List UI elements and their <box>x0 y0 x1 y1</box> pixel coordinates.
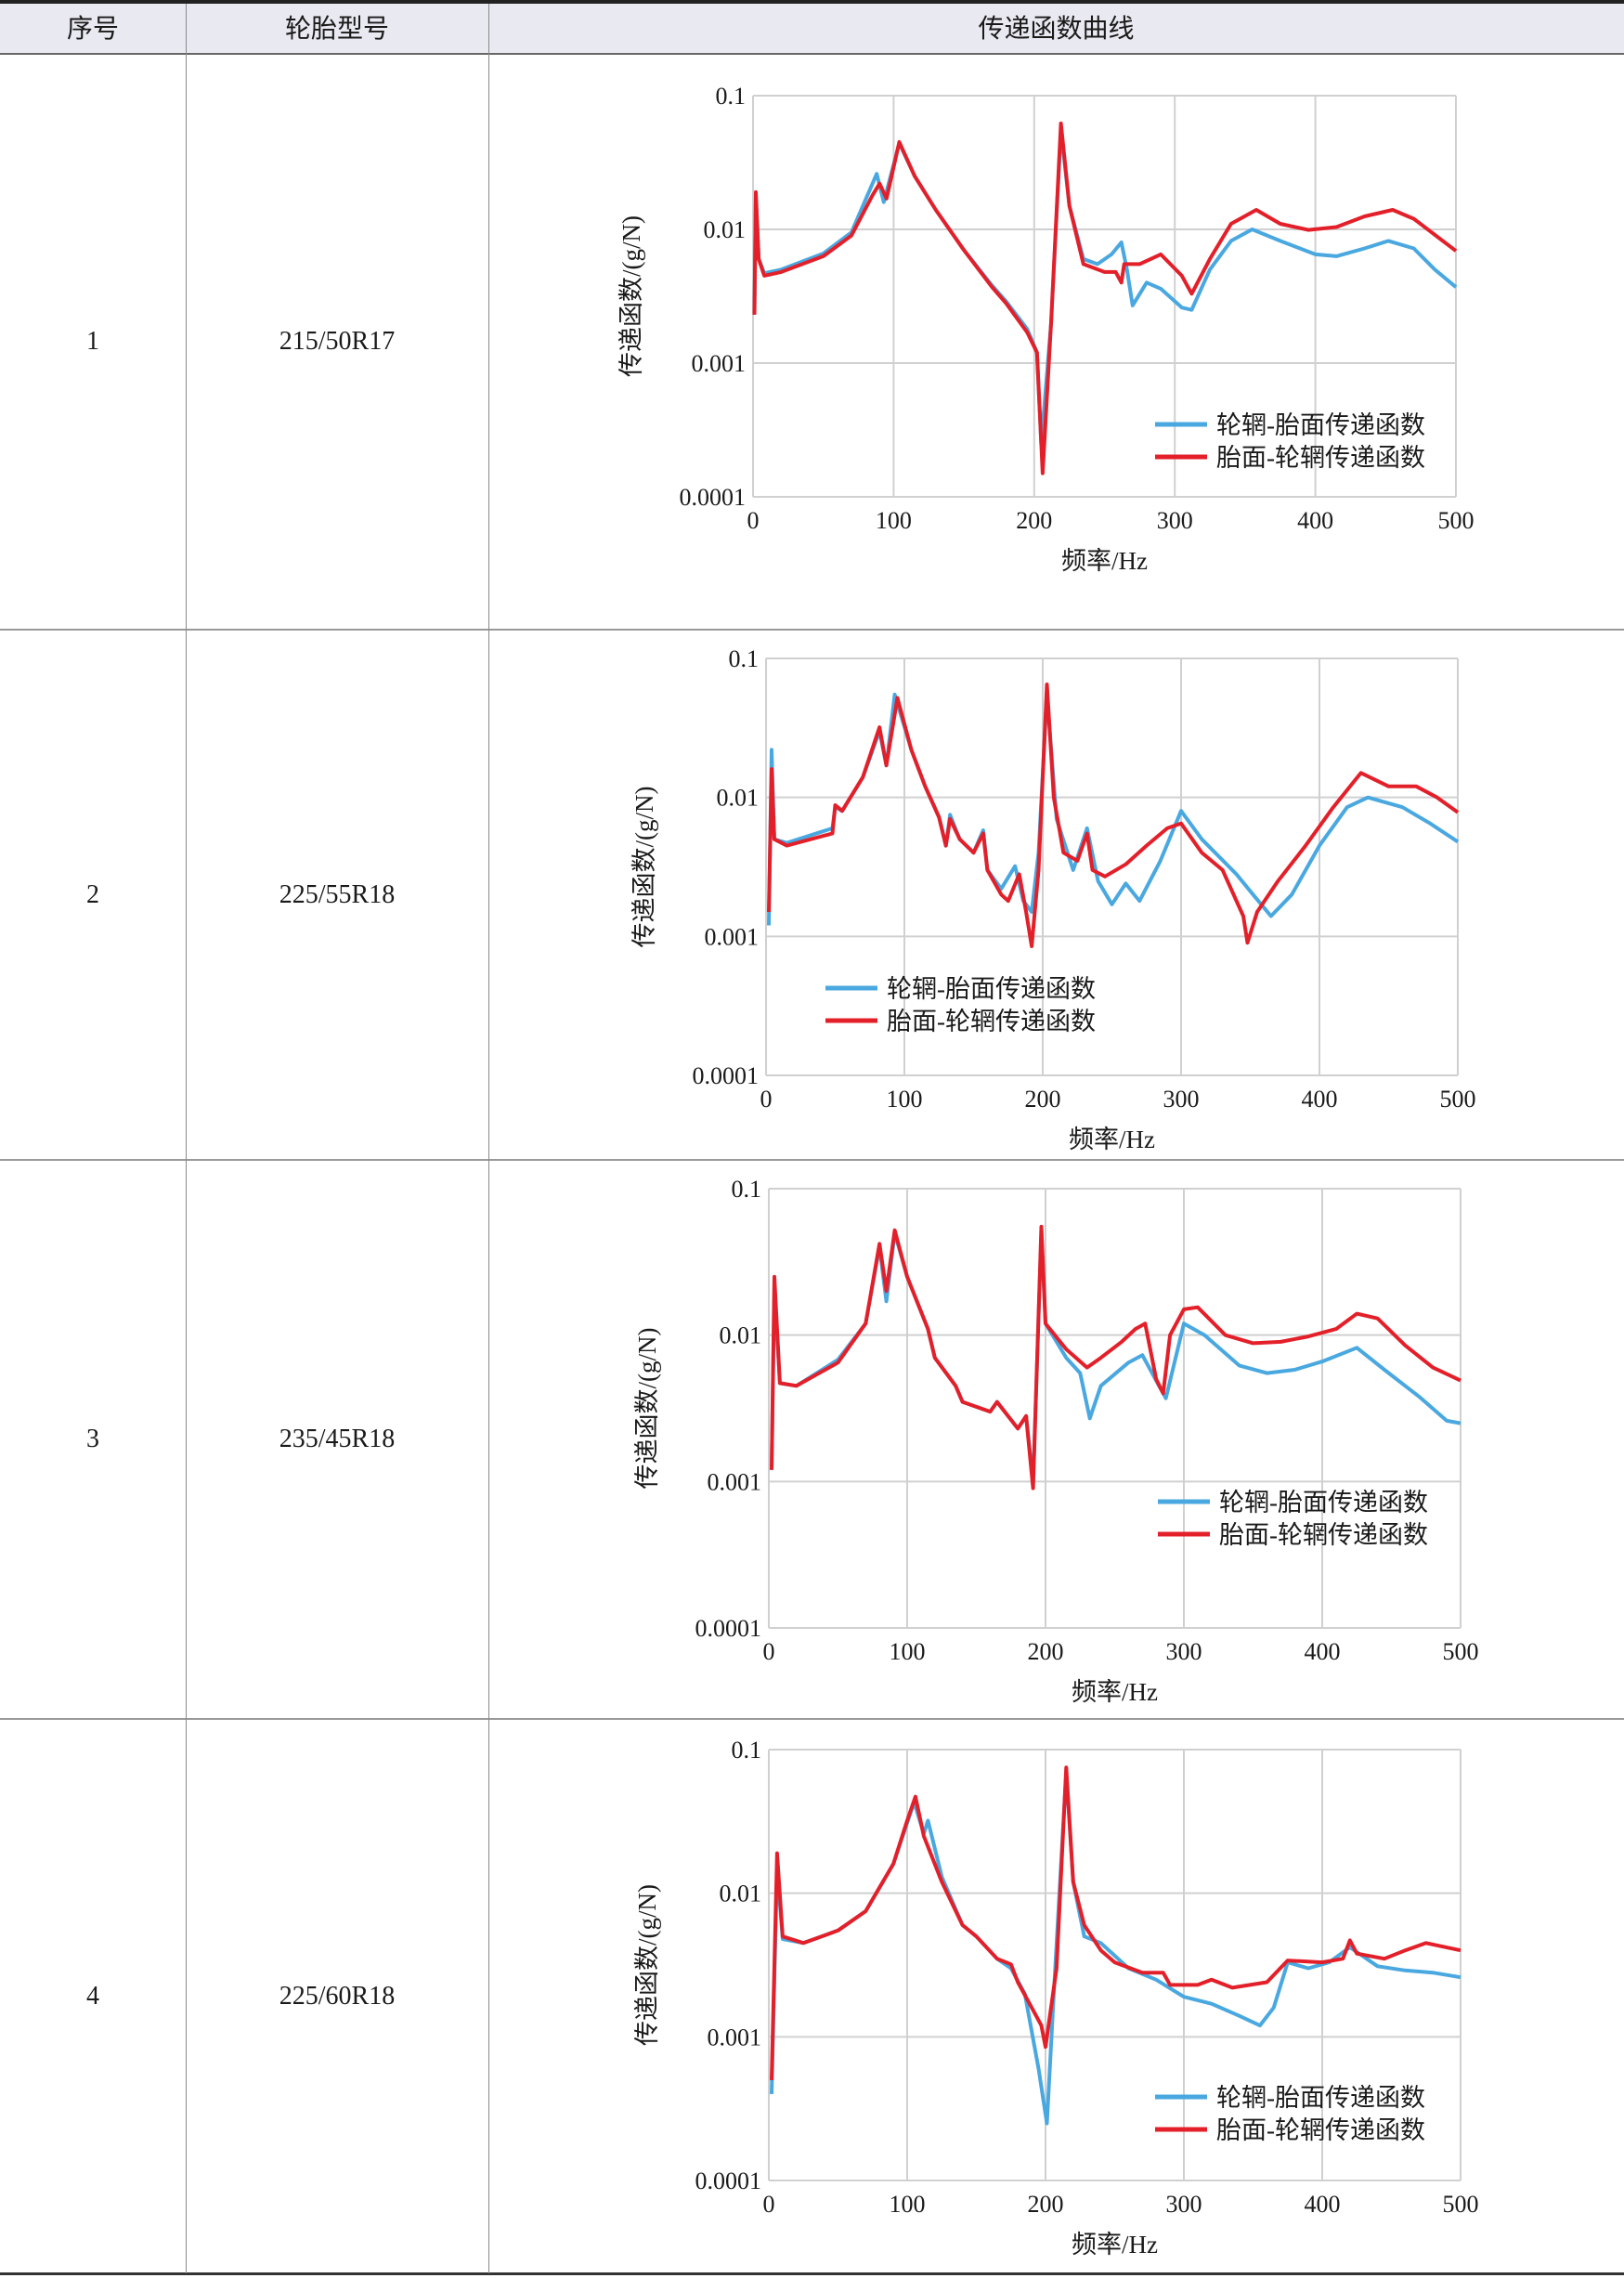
table-header <box>0 0 1624 54</box>
series-line-1 <box>752 128 1458 446</box>
x-tick-label: 300 <box>1157 507 1193 534</box>
y-tick-label: 0.01 <box>720 1322 762 1349</box>
x-axis-label: 频率/Hz <box>1072 1678 1158 1706</box>
chart-2: 0 100 200 300 400 500 0.1 0.01 0.001 0.0001 频率/Hz 传… <box>630 645 1476 1153</box>
y-axis-label: 传递函数/(g/N) <box>630 787 658 948</box>
legend-label: 胎面-轮辋传递函数 <box>1219 1521 1428 1549</box>
x-tick-label: 100 <box>876 507 912 534</box>
legend-label: 轮辋-胎面传递函数 <box>1219 1489 1428 1516</box>
series-line-1 <box>770 1770 1462 2126</box>
legend-label: 胎面-轮辋传递函数 <box>1216 2116 1425 2144</box>
row-3-tire: 235/45R18 <box>279 1425 396 1453</box>
row-3-index: 3 <box>86 1425 99 1453</box>
legend-label: 轮辋-胎面传递函数 <box>887 975 1096 1003</box>
chart-1: 0 100 200 300 400 500 0.1 0.01 0.001 0.0001 频率/Hz 传… <box>617 83 1475 575</box>
y-axis-label: 传递函数/(g/N) <box>633 1328 661 1490</box>
x-tick-label: 200 <box>1028 2191 1064 2218</box>
x-tick-label: 200 <box>1025 1086 1061 1113</box>
x-tick-label: 500 <box>1443 1638 1479 1665</box>
y-axis-label: 传递函数/(g/N) <box>633 1884 661 2046</box>
series-line-2 <box>767 683 1460 948</box>
x-tick-label: 300 <box>1166 1638 1202 1665</box>
row-1-index: 1 <box>86 327 99 356</box>
header-divider <box>0 53 1624 55</box>
y-tick-label: 0.1 <box>729 645 760 672</box>
y-tick-label: 0.001 <box>692 350 747 377</box>
x-tick-label: 300 <box>1166 2191 1202 2218</box>
table-bottom-border <box>0 2272 1624 2275</box>
column-divider <box>488 4 489 2273</box>
row-divider <box>0 1718 1624 1720</box>
y-tick-label: 0.0001 <box>680 484 747 511</box>
x-tick-label: 400 <box>1305 1638 1341 1665</box>
x-axis-label: 频率/Hz <box>1061 547 1148 575</box>
x-tick-label: 500 <box>1443 2191 1479 2218</box>
series-line-2 <box>770 1224 1462 1490</box>
x-tick-label: 100 <box>887 1086 923 1113</box>
x-tick-label: 0 <box>747 507 760 534</box>
x-tick-label: 300 <box>1163 1086 1200 1113</box>
x-tick-label: 200 <box>1028 1638 1064 1665</box>
y-tick-label: 0.0001 <box>695 2167 762 2194</box>
row-divider <box>0 629 1624 631</box>
x-tick-label: 0 <box>760 1086 773 1113</box>
series-line-2 <box>770 1765 1462 2080</box>
chart-3: 0 100 200 300 400 500 0.1 0.01 0.001 0.0001 频率/Hz 传… <box>633 1176 1479 1706</box>
x-tick-label: 200 <box>1016 507 1052 534</box>
legend-label: 胎面-轮辋传递函数 <box>1216 444 1425 472</box>
chart-4: 0 100 200 300 400 500 0.1 0.01 0.001 0.0001 频率/Hz 传… <box>633 1737 1479 2258</box>
x-tick-label: 400 <box>1302 1086 1338 1113</box>
y-tick-label: 0.0001 <box>693 1062 760 1089</box>
column-divider <box>186 4 187 2273</box>
header-index: 序号 <box>66 15 119 44</box>
x-tick-label: 500 <box>1438 507 1475 534</box>
legend-label: 轮辋-胎面传递函数 <box>1216 2084 1425 2112</box>
row-1-tire: 215/50R17 <box>279 327 396 356</box>
y-axis-label: 传递函数/(g/N) <box>617 215 645 377</box>
y-tick-label: 0.1 <box>732 1737 762 1764</box>
y-tick-label: 0.001 <box>708 2024 762 2050</box>
y-tick-label: 0.1 <box>716 83 747 110</box>
x-tick-label: 400 <box>1305 2191 1341 2218</box>
x-axis-label: 频率/Hz <box>1072 2231 1158 2258</box>
row-4-index: 4 <box>86 1981 99 2011</box>
row-4-tire: 225/60R18 <box>279 1981 396 2011</box>
x-tick-label: 100 <box>890 1638 926 1665</box>
y-tick-label: 0.01 <box>720 1881 762 1907</box>
row-2-index: 2 <box>86 879 99 909</box>
x-tick-label: 0 <box>763 2191 775 2218</box>
x-tick-label: 500 <box>1440 1086 1476 1113</box>
y-tick-label: 0.0001 <box>695 1615 762 1642</box>
x-tick-label: 100 <box>890 2191 926 2218</box>
row-divider <box>0 1159 1624 1161</box>
row-2-tire: 225/55R18 <box>279 879 396 909</box>
x-tick-label: 0 <box>763 1638 775 1665</box>
y-tick-label: 0.001 <box>705 923 760 950</box>
x-tick-label: 400 <box>1297 507 1333 534</box>
legend-label: 胎面-轮辋传递函数 <box>887 1008 1096 1035</box>
header-transfer-curve: 传递函数曲线 <box>978 15 1135 44</box>
series-line-1 <box>767 692 1460 926</box>
header-tire-model: 轮胎型号 <box>284 15 389 44</box>
y-tick-label: 0.1 <box>732 1176 762 1203</box>
y-tick-label: 0.01 <box>704 216 747 243</box>
series-line-2 <box>752 121 1458 475</box>
legend-label: 轮辋-胎面传递函数 <box>1216 411 1425 439</box>
x-axis-label: 频率/Hz <box>1069 1126 1155 1153</box>
y-tick-label: 0.01 <box>717 785 760 812</box>
y-tick-label: 0.001 <box>708 1468 762 1495</box>
